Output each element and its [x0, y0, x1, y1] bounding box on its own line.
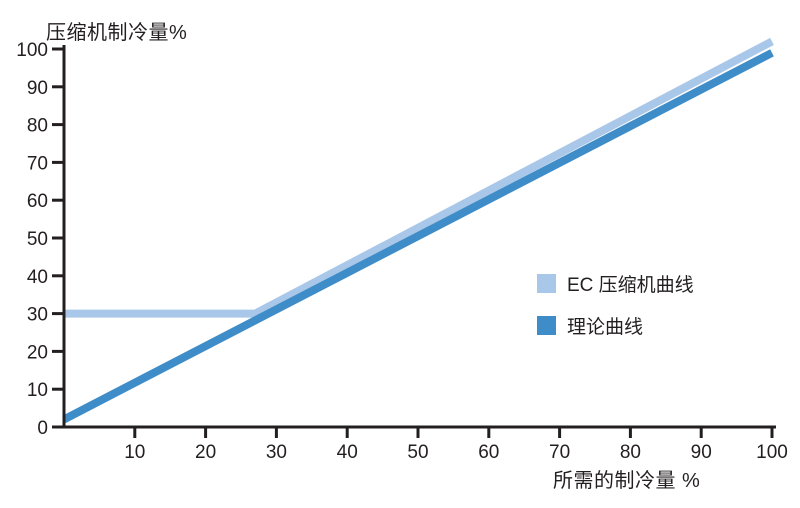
y-tick-label: 90	[27, 78, 48, 99]
x-tick-label: 60	[478, 442, 499, 463]
y-tick-label: 10	[27, 380, 48, 401]
y-tick-label: 30	[27, 305, 48, 326]
x-tick-label: 30	[266, 442, 287, 463]
x-tick-label: 90	[691, 442, 712, 463]
x-axis-title: 所需的制冷量 %	[553, 470, 701, 492]
legend-label-0: EC 压缩机曲线	[567, 275, 694, 296]
y-tick-label: 0	[37, 418, 48, 439]
y-tick-label: 100	[16, 40, 48, 61]
x-tick-label: 10	[124, 442, 145, 463]
legend-swatch-1	[537, 316, 556, 335]
y-axis-title: 压缩机制冷量%	[46, 22, 188, 44]
y-tick-label: 70	[27, 153, 48, 174]
legend-item-0: EC 压缩机曲线	[537, 270, 694, 297]
series-line-0	[64, 37, 774, 318]
x-tick-label: 40	[337, 442, 358, 463]
legend-swatch-0	[537, 274, 556, 293]
x-tick-label: 70	[549, 442, 570, 463]
legend-item-1: 理论曲线	[537, 312, 694, 339]
series-line-1	[62, 49, 774, 423]
y-tick-label: 40	[27, 267, 48, 288]
y-tick-label: 60	[27, 191, 48, 212]
y-tick-label: 50	[27, 229, 48, 250]
x-tick-label: 80	[620, 442, 641, 463]
legend-label-1: 理论曲线	[567, 317, 644, 338]
x-tick-label: 20	[195, 442, 216, 463]
x-tick-label: 100	[756, 442, 788, 463]
x-tick-label: 50	[407, 442, 428, 463]
y-tick-label: 20	[27, 342, 48, 363]
y-tick-label: 80	[27, 116, 48, 137]
legend: EC 压缩机曲线 理论曲线	[537, 270, 694, 339]
